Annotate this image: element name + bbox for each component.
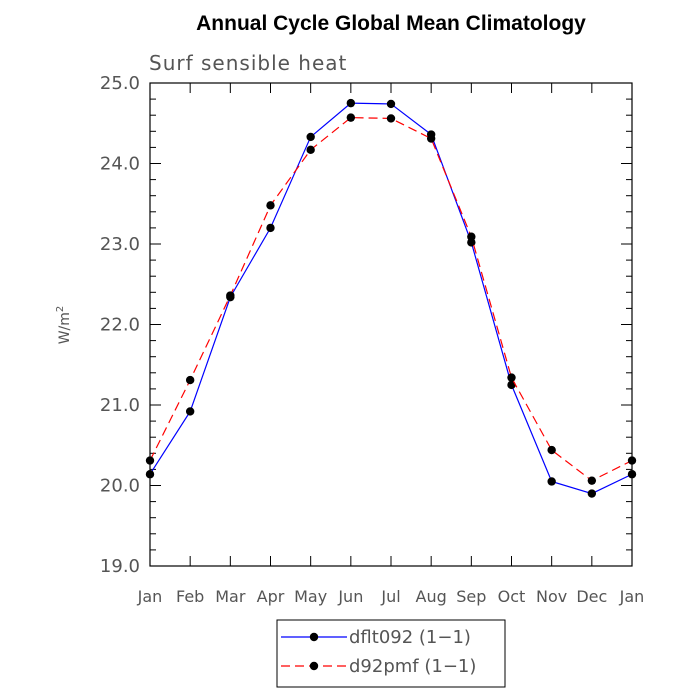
data-point: [185, 375, 195, 385]
data-point: [266, 201, 275, 210]
data-point: [426, 134, 436, 143]
y-tick-label: 23.0: [100, 234, 140, 255]
data-point: [386, 114, 396, 123]
series-line: [149, 102, 633, 495]
series-layer: [145, 98, 637, 498]
plot-frame: [149, 82, 633, 567]
data-point: [346, 98, 356, 108]
x-tick-labels: Jan Feb Mar Apr May Jun Jul Aug Sep Oct Nov Dec Jan: [137, 587, 645, 606]
data-point: [145, 456, 155, 465]
series-line: [149, 117, 633, 482]
data-point: [386, 99, 396, 109]
data-point: [226, 291, 235, 300]
data-point: [306, 145, 315, 155]
data-point: [627, 456, 637, 465]
data-point: [306, 132, 315, 142]
legend-label: dflt092 (1−1): [349, 627, 471, 648]
data-point: [346, 113, 356, 122]
y-tick-label: 25.0: [100, 73, 140, 94]
data-point: [145, 470, 155, 479]
x-tick-label: Jan: [137, 587, 163, 606]
data-point: [507, 380, 516, 390]
chart-title: Annual Cycle Global Mean Climatology: [196, 12, 586, 35]
x-tick-label: Mar: [215, 587, 246, 606]
y-tick-label: 20.0: [100, 476, 140, 497]
x-tick-label: May: [294, 587, 327, 606]
y-axis-label-text: W/m: [57, 312, 73, 344]
legend-box: [276, 619, 506, 688]
y-tick-label: 21.0: [100, 395, 140, 416]
x-tick-label: Jun: [337, 587, 363, 606]
legend-label: d92pmf (1−1): [349, 656, 476, 677]
x-tick-label: Jan: [619, 587, 645, 606]
chart-subtitle: Surf sensible heat: [149, 51, 347, 75]
data-point: [467, 232, 476, 241]
data-point: [587, 476, 597, 485]
data-point: [587, 489, 597, 498]
x-tick-label: Oct: [498, 587, 526, 606]
x-tick-label: Feb: [176, 587, 204, 606]
data-point: [507, 373, 516, 382]
data-point: [266, 223, 275, 233]
x-tick-label: Apr: [257, 587, 285, 606]
legend-marker: [309, 661, 319, 671]
data-point: [547, 445, 556, 455]
y-axis-label-superscript: 2: [55, 306, 66, 312]
data-point: [627, 470, 637, 479]
legend: dflt092 (1−1) d92pmf (1−1): [276, 619, 506, 688]
y-tick-label: 22.0: [100, 315, 140, 336]
data-point: [547, 477, 556, 486]
legend-marker: [309, 632, 319, 642]
data-point: [185, 407, 195, 416]
x-tick-label: Dec: [576, 587, 607, 606]
x-tick-label: Jul: [380, 587, 400, 606]
y-tick-label: 19.0: [100, 556, 140, 577]
x-tick-label: Nov: [536, 587, 567, 606]
axis-ticks: [149, 82, 633, 567]
y-tick-labels: 19.0 20.0 21.0 22.0 23.0 24.0 25.0: [100, 73, 140, 577]
x-tick-label: Aug: [416, 587, 447, 606]
x-tick-label: Sep: [456, 587, 486, 606]
y-tick-label: 24.0: [100, 154, 140, 175]
y-axis-label: W/m2: [55, 306, 73, 345]
